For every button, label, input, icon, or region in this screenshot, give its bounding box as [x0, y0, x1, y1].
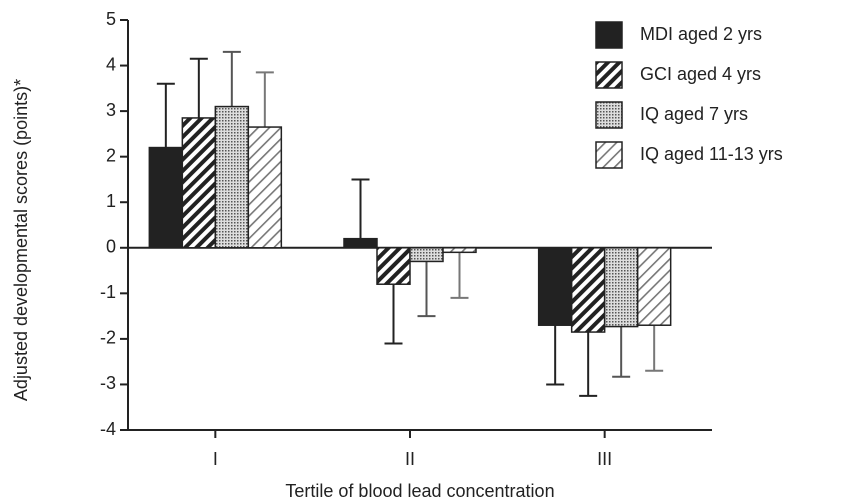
legend-swatch — [595, 21, 623, 49]
bar — [214, 105, 250, 249]
bar — [247, 126, 283, 249]
legend-label: IQ aged 7 yrs — [640, 104, 748, 124]
y-tick-label: -3 — [100, 373, 116, 393]
y-tick-label: 3 — [106, 100, 116, 120]
legend-label: MDI aged 2 yrs — [640, 24, 762, 44]
y-tick-label: 0 — [106, 237, 116, 257]
y-tick-label: -4 — [100, 419, 116, 439]
bar — [409, 247, 444, 263]
bar — [570, 247, 606, 333]
y-tick-label: 4 — [106, 54, 116, 74]
legend-swatch — [595, 61, 623, 89]
bar — [636, 247, 672, 326]
legend-swatch — [595, 101, 623, 129]
y-tick-label: -2 — [100, 328, 116, 348]
x-tick-label: I — [213, 449, 218, 469]
bar — [181, 117, 217, 249]
legend-label: GCI aged 4 yrs — [640, 64, 761, 84]
legend-swatch — [595, 141, 623, 169]
bar — [343, 237, 378, 249]
y-tick-label: 2 — [106, 145, 116, 165]
y-tick-label: -1 — [100, 282, 116, 302]
x-tick-label: II — [405, 449, 415, 469]
x-axis-label: Tertile of blood lead concentration — [285, 481, 554, 501]
bar — [376, 247, 411, 285]
bar — [442, 247, 477, 254]
legend-label: IQ aged 11-13 yrs — [640, 144, 783, 164]
bar — [148, 146, 184, 249]
y-axis-label: Adjusted developmental scores (points)* — [11, 79, 31, 401]
bar — [603, 247, 639, 328]
x-tick-label: III — [597, 449, 612, 469]
y-tick-label: 1 — [106, 191, 116, 211]
bar — [537, 247, 573, 326]
y-tick-label: 5 — [106, 9, 116, 29]
